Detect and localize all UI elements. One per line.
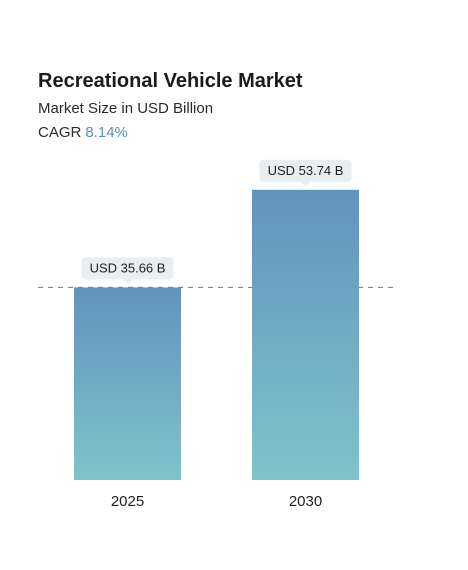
data-label-box [259,159,352,182]
data-label-2030: USD 53.74 B [259,159,352,187]
cagr-value: 8.14% [85,124,128,141]
cagr-line: CAGR 8.14% [38,124,128,141]
data-label-pointer [300,181,311,187]
data-label-2025: USD 35.66 B [81,257,174,285]
bar-2030 [252,189,359,480]
chart-subtitle: Market Size in USD Billion [38,100,214,117]
x-tick-label: 2025 [111,493,144,510]
bar-2025 [74,287,181,480]
cagr-label: CAGR [38,124,82,141]
data-label-box [81,257,174,280]
data-label-text: USD 53.74 B [268,163,344,178]
data-label-pointer [122,279,133,285]
data-label-text: USD 35.66 B [90,260,166,275]
chart-title: Recreational Vehicle Market [38,70,303,92]
x-tick-label: 2030 [289,493,322,510]
